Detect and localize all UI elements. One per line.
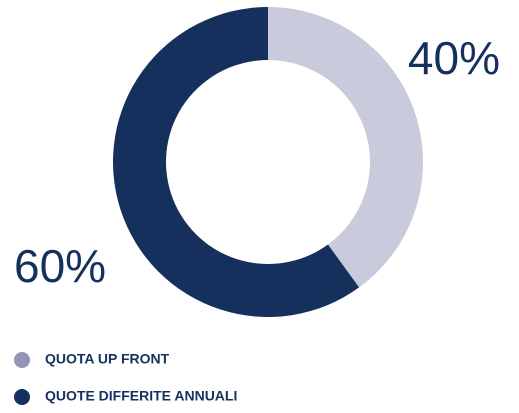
donut-segment [112, 7, 360, 317]
legend-marker [14, 389, 30, 405]
legend-label: QUOTA UP FRONT [45, 351, 170, 367]
donut-segment [268, 7, 423, 288]
legend-label: QUOTE DIFFERITE ANNUALI [45, 388, 237, 404]
legend-marker [14, 352, 30, 368]
value-label: 60% [14, 240, 106, 292]
value-label: 40% [408, 32, 500, 84]
